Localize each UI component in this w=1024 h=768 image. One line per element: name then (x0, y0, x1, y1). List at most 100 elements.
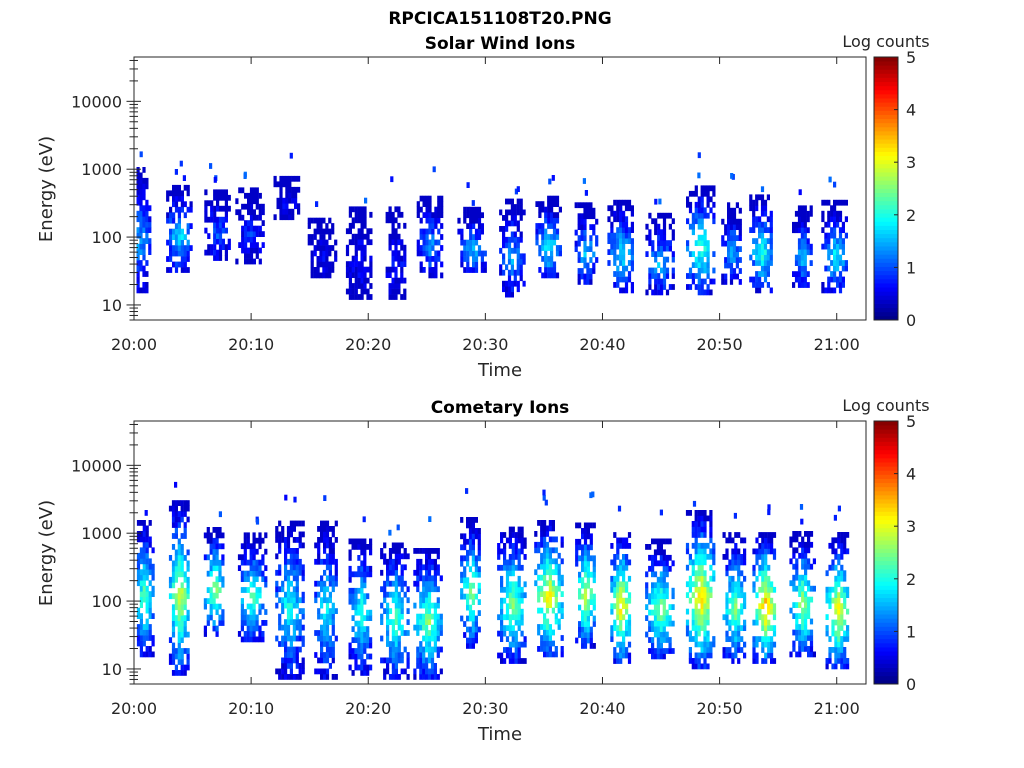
heatmap-cell (249, 214, 254, 221)
heatmap-cell (840, 658, 844, 664)
heatmap-cell (560, 591, 564, 597)
x-tick-label: 20:00 (111, 699, 157, 718)
heatmap-cell (840, 542, 844, 549)
heatmap-cell (433, 602, 437, 609)
heatmap-cell (581, 643, 585, 649)
heatmap-cell (800, 205, 804, 212)
heatmap-cell (319, 261, 323, 268)
heatmap-cell (474, 267, 479, 273)
heatmap-cell (422, 619, 426, 625)
heatmap-cell (354, 211, 358, 218)
heatmap-cell (514, 603, 518, 610)
heatmap-cell (837, 614, 841, 620)
heatmap-cell (215, 548, 219, 555)
heatmap-cell (545, 541, 550, 548)
heatmap-cell (357, 609, 361, 616)
heatmap-cell (183, 500, 187, 506)
heatmap-cell (284, 624, 288, 631)
heatmap-cell (142, 651, 146, 658)
heatmap-cell (216, 238, 220, 245)
heatmap-cell (206, 527, 210, 533)
heatmap-cell (834, 636, 838, 642)
heatmap-cell (552, 201, 557, 207)
heatmap-cell (734, 581, 738, 588)
heatmap-cell (477, 588, 481, 594)
heatmap-cell (261, 231, 265, 237)
heatmap-cell (706, 284, 710, 290)
heatmap-cell (619, 227, 623, 233)
heatmap-cell (351, 294, 355, 300)
heatmap-cell (825, 614, 829, 620)
heatmap-cell (403, 294, 407, 300)
heatmap-cell (653, 538, 658, 545)
heatmap-cell (468, 593, 473, 600)
heatmap-cell (427, 635, 432, 642)
heatmap-cell (589, 202, 593, 209)
heatmap-cell (252, 225, 256, 232)
heatmap-cell (694, 575, 698, 582)
heatmap-cell (357, 555, 361, 561)
heatmap-cell (510, 236, 514, 243)
heatmap-cell (139, 536, 143, 543)
colorbar-segment (874, 605, 898, 611)
heatmap-cell (654, 218, 658, 225)
heatmap-cell (360, 250, 364, 257)
heatmap-cell (616, 581, 620, 588)
heatmap-cell (503, 554, 507, 560)
heatmap-cell (831, 597, 835, 604)
heatmap-cell (798, 624, 802, 630)
heatmap-cell (174, 533, 178, 539)
heatmap-cell (709, 575, 713, 582)
heatmap-cell (731, 658, 735, 664)
heatmap-cell (694, 284, 698, 290)
heatmap-cell (825, 630, 829, 637)
heatmap-cell (360, 211, 364, 218)
heatmap-cell (281, 526, 285, 532)
heatmap-cell (583, 224, 587, 230)
heatmap-cell (697, 201, 701, 208)
heatmap-cell (648, 234, 652, 241)
heatmap-cell (354, 598, 358, 605)
heatmap-cell (328, 564, 332, 571)
heatmap-cell (139, 558, 143, 565)
heatmap-cell (388, 657, 393, 664)
heatmap-cell (651, 598, 655, 605)
heatmap-cell (360, 604, 364, 611)
heatmap-cell (731, 614, 735, 621)
heatmap-cell (722, 647, 726, 653)
colorbar-tick-label: 5 (906, 412, 916, 431)
heatmap-cell (660, 289, 664, 296)
heatmap-cell (139, 591, 143, 597)
heatmap-cell (174, 522, 178, 528)
heatmap-cell (477, 528, 481, 534)
heatmap-cell (291, 214, 295, 221)
heatmap-cell (433, 619, 437, 625)
heatmap-cell (183, 250, 187, 257)
heatmap-cell (648, 637, 652, 643)
heatmap-cell (142, 227, 146, 233)
heatmap-cell (697, 152, 701, 159)
heatmap-cell (550, 256, 554, 262)
heatmap-cell (258, 209, 262, 216)
heatmap-cell (551, 547, 555, 554)
heatmap-cell (460, 250, 464, 257)
heatmap-cell (428, 195, 432, 202)
heatmap-cell (540, 541, 544, 548)
heatmap-cell (145, 607, 149, 614)
heatmap-cell (697, 196, 701, 203)
heatmap-cell (662, 554, 666, 561)
heatmap-cell (139, 205, 143, 212)
heatmap-cell (625, 554, 629, 560)
heatmap-cell (827, 210, 831, 217)
heatmap-cell (477, 217, 482, 224)
heatmap-cell (752, 227, 756, 233)
heatmap-cell (807, 536, 811, 543)
heatmap-cell (204, 249, 208, 256)
colorbar-segment (874, 581, 898, 586)
heatmap-cell (503, 625, 507, 631)
heatmap-cell (619, 238, 623, 244)
heatmap-cell (422, 652, 426, 658)
heatmap-cell (724, 240, 728, 247)
heatmap-cell (397, 558, 401, 565)
heatmap-cell (809, 585, 814, 592)
